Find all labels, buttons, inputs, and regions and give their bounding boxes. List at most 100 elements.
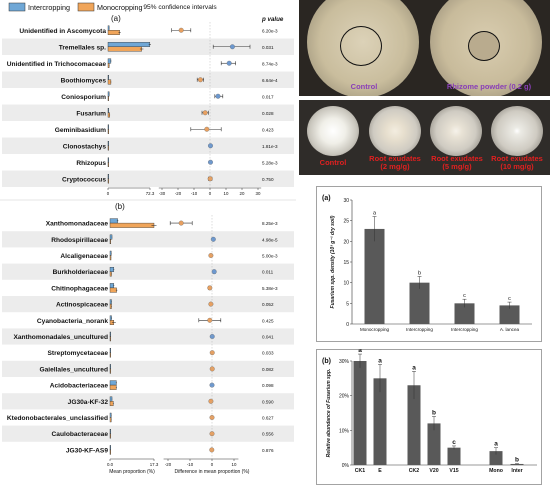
bar-intercropping (107, 141, 110, 146)
photo-label-rhizome-powder: Rhizome powder (0.2 g) (446, 82, 532, 91)
photo-label-control-bottom: Control (319, 158, 347, 167)
difference-point (208, 143, 213, 149)
tick-label: 0 (211, 462, 214, 467)
category-label: Coniosporium (61, 94, 106, 101)
bar-monocropping (107, 178, 110, 184)
y-tick-label: 30 (343, 198, 349, 204)
x-tick-label: Intercropping (406, 327, 433, 332)
significance-letter: a (412, 364, 416, 371)
x-tick-label: V15 (449, 468, 458, 474)
row-band (2, 104, 294, 121)
legend-swatch-intercropping (8, 2, 26, 12)
x-tick-label: CK1 (355, 468, 365, 474)
category-label: Geminibasidium (55, 127, 106, 134)
legend-label-monocropping: Monocropping (97, 3, 143, 12)
difference-point (208, 159, 213, 165)
x-tick-label: Monocropping (360, 327, 390, 332)
row-band (2, 137, 294, 154)
category-label: Chitinophagaceae (51, 285, 108, 292)
p-value: 8.74e-3 (262, 61, 278, 66)
category-label: Gaiellales_uncultured (39, 366, 108, 373)
p-value: 0.423 (262, 127, 274, 132)
significance-letter: b (515, 457, 519, 464)
category-label: Clonostachys (63, 143, 107, 150)
p-value: 0.425 (262, 318, 274, 323)
bar (454, 303, 475, 324)
bar-intercropping (107, 42, 151, 47)
category-label: Caulobacteraceae (52, 431, 109, 438)
category-label: JG30a-KF-32 (68, 399, 109, 406)
bar (353, 361, 367, 465)
difference-point (204, 126, 210, 132)
difference-point (202, 110, 208, 116)
x-axis-title-right: Difference in mean proportion (%) (175, 469, 250, 475)
p-value: 0.033 (262, 351, 274, 356)
plate-control-small (307, 106, 359, 156)
difference-point (209, 350, 215, 356)
row-band (2, 360, 294, 377)
category-label: Tremellales sp. (59, 44, 106, 51)
row-band (2, 170, 294, 187)
bar (409, 282, 430, 324)
category-label: Fusarium (76, 110, 106, 117)
plate-exudate-10 (491, 106, 543, 156)
y-tick-label: 20 (343, 239, 349, 245)
p-value: 0.876 (262, 448, 274, 453)
p-value: 5.00e-3 (262, 254, 278, 259)
tick-label: 17.3 (150, 462, 159, 467)
p-value: 0.031 (262, 45, 274, 50)
row-band (2, 328, 294, 345)
extended-error-bar-plots: Unidentified in Ascomycota 6.20e-3 Tremell… (0, 4, 296, 475)
y-tick-label: 10 (343, 281, 349, 287)
p-value: 4.98e-5 (262, 237, 278, 242)
difference-point (208, 398, 214, 404)
p-value: 0.052 (262, 302, 274, 307)
x-tick-label: Inter (511, 468, 522, 474)
bar (364, 228, 385, 324)
p-value: 0.011 (262, 270, 274, 275)
p-value-header: p value (261, 16, 284, 23)
y-tick-label: 30% (339, 359, 350, 365)
y-tick-label: 25 (343, 219, 349, 225)
significance-letter: a (378, 357, 382, 364)
category-label: Cyanobacteria_norank (37, 318, 108, 325)
category-label: Cryptococcus (62, 176, 106, 183)
panel-label-a: (a) (111, 14, 121, 23)
bar-intercropping (109, 380, 117, 386)
bar-monocropping (107, 162, 110, 167)
bar (510, 463, 524, 465)
difference-point (229, 44, 235, 50)
x-tick-label: Mono (489, 468, 503, 474)
category-label: Alcaligenaceae (60, 253, 108, 260)
fusarium-abundance-chart: (b) 0% 10% 20% 30% Relative abundance of Fusa… (316, 349, 542, 485)
plate-exudate-5 (430, 106, 482, 156)
bar (407, 385, 421, 465)
difference-point (197, 77, 203, 83)
panel-a-fungal-genera: Unidentified in Ascomycota 6.20e-3 Tremell… (2, 22, 294, 196)
bar-monocropping (109, 287, 117, 293)
p-value: 0.082 (262, 367, 274, 372)
p-value: 5.28e-3 (262, 160, 278, 165)
category-label: Unidentified in Trichocomaceae (7, 61, 107, 68)
tick-label: -20 (175, 191, 182, 196)
difference-point (209, 366, 215, 372)
bar (489, 451, 503, 465)
p-value: 0.556 (262, 432, 274, 437)
tick-label: 10 (224, 191, 229, 196)
bar-intercropping (109, 218, 118, 224)
bar-monocropping (107, 30, 120, 35)
y-tick-label: 0% (342, 463, 350, 469)
tick-label: -20 (165, 462, 172, 467)
bar (499, 305, 520, 324)
bar (447, 447, 461, 465)
bar-monocropping (107, 46, 142, 52)
photo-root-exudate-plates: Control Root exudates (2 mg/g) Root exud… (299, 100, 550, 175)
bar-intercropping (107, 174, 110, 179)
y-tick-label: 10% (339, 428, 350, 434)
y-tick-label: 0 (346, 322, 349, 328)
tick-label: -10 (187, 462, 194, 467)
p-value: 0.750 (262, 177, 274, 182)
tick-label: -10 (191, 191, 198, 196)
photo-label-control-top: Control (350, 82, 378, 91)
chart-panel-label: (b) (322, 358, 331, 365)
